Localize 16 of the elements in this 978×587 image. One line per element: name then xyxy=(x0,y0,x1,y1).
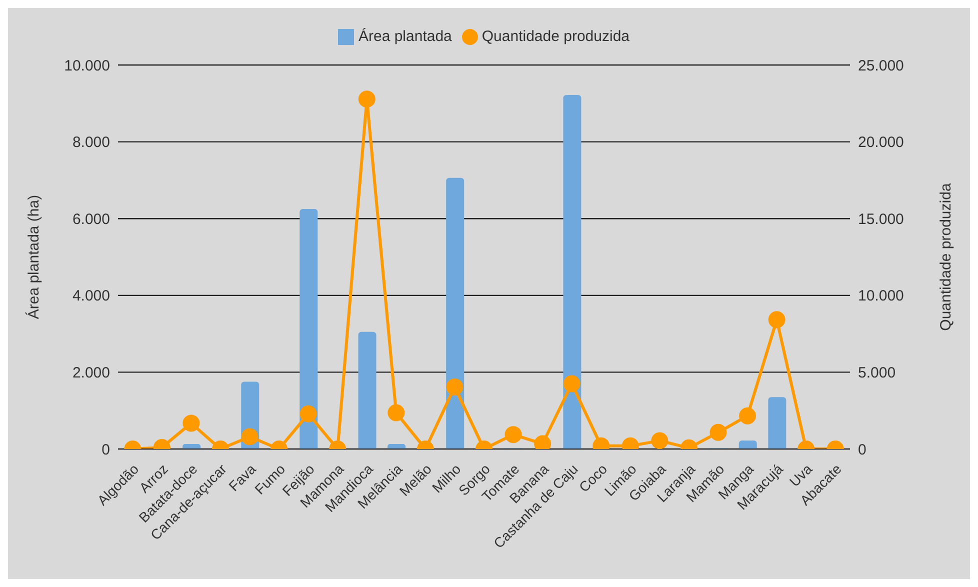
y2-tick-label: 10.000 xyxy=(858,288,904,305)
y-tick-label: 4.000 xyxy=(72,288,110,305)
y-tick-label: 8.000 xyxy=(72,134,110,152)
y-tick-label: 2.000 xyxy=(72,364,110,382)
y2-tick-label: 0 xyxy=(858,441,866,458)
y2-axis-title: Quantidade produzida xyxy=(937,182,954,331)
y-tick-label: 6.000 xyxy=(72,210,110,228)
y-tick-label: 10.000 xyxy=(64,57,110,74)
legend-label: Quantidade produzida xyxy=(482,28,630,45)
y-tick-label: 0 xyxy=(102,441,110,458)
y2-tick-label: 25.000 xyxy=(858,57,904,74)
legend-label: Área plantada xyxy=(358,28,452,45)
y2-tick-label: 5.000 xyxy=(858,364,896,382)
y2-tick-label: 15.000 xyxy=(858,210,904,228)
y2-tick-label: 20.000 xyxy=(858,134,904,152)
y-axis-title: Área plantada (ha) xyxy=(24,194,42,320)
